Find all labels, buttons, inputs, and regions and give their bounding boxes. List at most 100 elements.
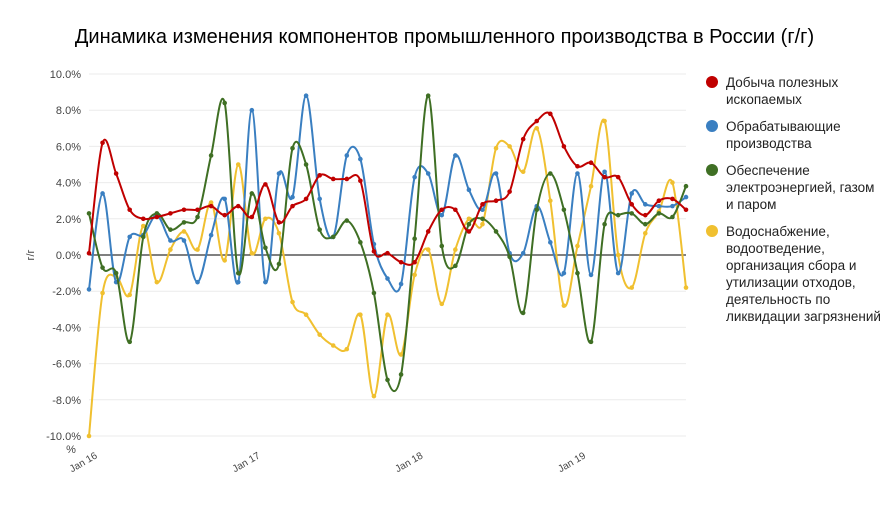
y-tick-label: -10.0%	[46, 431, 81, 443]
data-point	[263, 216, 268, 222]
data-point	[86, 250, 92, 256]
data-point	[168, 211, 173, 216]
data-point	[195, 247, 200, 252]
data-point	[412, 259, 417, 265]
data-point	[303, 93, 309, 99]
data-point	[290, 145, 295, 151]
y-tick-label: 10.0%	[50, 69, 81, 81]
data-point	[629, 202, 635, 207]
data-point	[575, 164, 580, 169]
legend-marker	[706, 164, 718, 176]
data-point	[588, 183, 594, 189]
legend-marker	[706, 225, 718, 237]
data-point	[358, 240, 363, 245]
data-point	[140, 223, 146, 229]
y-tick-label: 0.0%	[56, 250, 81, 262]
data-point	[344, 218, 350, 223]
legend-item: Добыча полезных ископаемых	[706, 74, 881, 108]
data-point	[371, 393, 377, 399]
data-point	[276, 171, 282, 176]
data-point	[317, 332, 322, 337]
data-point	[453, 153, 458, 158]
data-point	[548, 111, 553, 117]
y-unit-label: %	[66, 444, 76, 456]
data-point	[520, 250, 526, 256]
data-point	[317, 196, 322, 202]
data-point	[466, 187, 472, 193]
x-tick-label: Jan 17	[231, 450, 263, 475]
y-tick-label: -4.0%	[52, 322, 81, 334]
data-point	[642, 230, 648, 236]
data-point	[453, 263, 458, 269]
series-line-1	[88, 94, 687, 293]
data-point	[235, 203, 241, 209]
legend-marker	[706, 76, 718, 88]
data-point	[181, 229, 187, 234]
data-point	[195, 207, 200, 213]
data-point	[425, 171, 431, 176]
data-point	[683, 207, 689, 213]
chart-title: Динамика изменения компонентов промышлен…	[74, 26, 815, 48]
data-point	[358, 312, 363, 318]
legend-label: Добыча полезных ископаемых	[726, 75, 839, 107]
data-point	[195, 214, 200, 220]
data-point	[439, 301, 445, 307]
data-point	[154, 214, 160, 220]
data-point	[588, 160, 594, 165]
data-point	[168, 247, 173, 252]
data-point	[358, 178, 363, 184]
data-point	[330, 176, 336, 182]
data-point	[561, 144, 567, 149]
data-point	[466, 216, 472, 222]
data-point	[670, 196, 675, 202]
series-layer	[86, 93, 689, 439]
data-point	[683, 285, 689, 290]
data-point	[303, 162, 309, 167]
data-point	[181, 207, 187, 213]
data-point	[303, 196, 309, 202]
data-point	[181, 220, 187, 225]
data-point	[140, 234, 146, 240]
data-point	[263, 182, 268, 187]
legend-label: Обрабатывающие производства	[726, 119, 841, 151]
data-point	[100, 265, 105, 270]
data-point	[412, 272, 417, 278]
data-point	[534, 126, 540, 131]
data-point	[683, 194, 689, 200]
data-point	[561, 207, 567, 213]
data-point	[140, 216, 146, 222]
data-point	[263, 245, 268, 251]
data-point	[561, 303, 567, 308]
data-point	[466, 221, 472, 227]
data-point	[439, 243, 445, 249]
data-point	[398, 281, 404, 287]
data-point	[425, 247, 431, 252]
data-point	[642, 221, 648, 227]
data-point	[520, 136, 526, 142]
data-point	[127, 292, 133, 298]
data-point	[642, 202, 648, 207]
legend-label: Водоснабжение, водоотведение, организаци…	[726, 224, 881, 324]
legend-marker	[706, 120, 718, 132]
data-point	[330, 234, 336, 240]
data-point	[670, 214, 675, 220]
data-point	[344, 153, 350, 158]
data-point	[398, 352, 404, 357]
data-point	[642, 212, 648, 218]
data-point	[317, 227, 322, 232]
x-tick-label: Jan 18	[394, 450, 426, 475]
data-point	[235, 162, 241, 167]
data-point	[615, 212, 621, 218]
data-point	[425, 93, 431, 99]
y-tick-label: 2.0%	[56, 214, 81, 226]
data-point	[548, 240, 553, 245]
data-point	[317, 173, 322, 178]
data-point	[656, 203, 662, 209]
data-point	[330, 343, 336, 348]
data-point	[412, 236, 417, 242]
y-tick-label: -8.0%	[52, 395, 81, 407]
data-point	[656, 211, 662, 216]
data-point	[100, 290, 105, 296]
data-point	[534, 207, 540, 213]
